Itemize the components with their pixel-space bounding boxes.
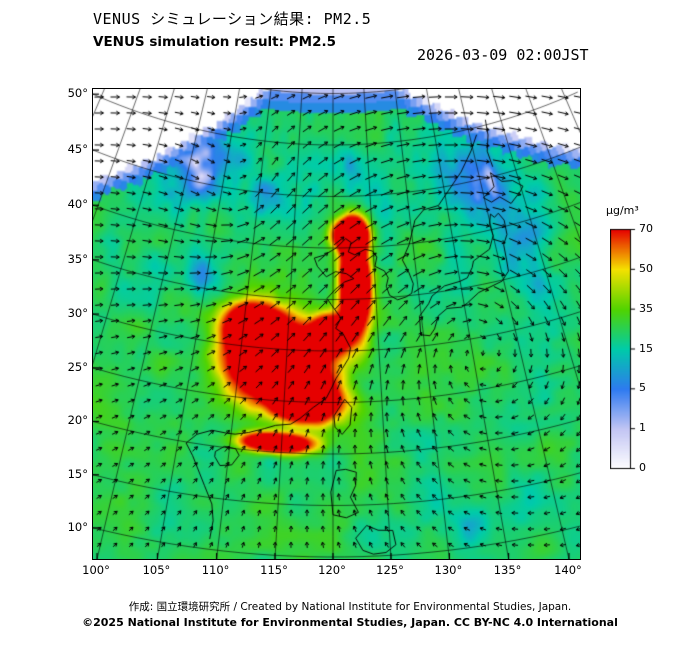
lat-tick-label: 20° — [67, 413, 88, 428]
lon-tick-label: 135° — [493, 563, 522, 577]
lon-tick-label: 110° — [201, 563, 230, 577]
map-canvas — [92, 88, 581, 560]
lon-tick-label: 125° — [376, 563, 404, 577]
timestamp: 2026-03-09 02:00JST — [417, 46, 589, 64]
lon-tick-label: 120° — [318, 563, 346, 577]
lat-tick-label: 45° — [67, 142, 88, 157]
colorbar-tick-label: 1 — [639, 421, 646, 435]
license-line: ©2025 National Institute for Environment… — [82, 616, 618, 629]
lon-tick-label: 130° — [434, 563, 463, 577]
lon-tick-label: 140° — [554, 563, 582, 577]
colorbar-canvas — [610, 226, 640, 472]
lat-tick-label: 15° — [67, 466, 88, 481]
title-jp: VENUS シミュレーション結果: PM2.5 — [93, 10, 372, 28]
colorbar-tick-label: 0 — [639, 461, 646, 474]
lat-tick-label: 10° — [67, 519, 88, 534]
colorbar-tick-label: 70 — [639, 222, 653, 235]
lat-tick-label: 50° — [67, 86, 88, 101]
lat-tick-label: 35° — [67, 251, 88, 266]
lon-tick-label: 100° — [82, 563, 110, 577]
colorbar-tick-label: 35 — [639, 301, 653, 315]
lat-tick-label: 40° — [67, 197, 88, 212]
colorbar-unit-label: µg/m³ — [606, 204, 639, 217]
lat-tick-label: 25° — [67, 359, 88, 374]
colorbar-tick-label: 5 — [639, 381, 646, 395]
lon-tick-label: 115° — [260, 563, 288, 577]
title-en: VENUS simulation result: PM2.5 — [93, 34, 336, 50]
colorbar-tick-label: 50 — [639, 261, 653, 275]
colorbar-tick-label: 15 — [639, 341, 653, 355]
credit-line: 作成: 国立環境研究所 / Created by National Instit… — [128, 601, 572, 613]
lat-tick-label: 30° — [67, 306, 88, 321]
lon-tick-label: 105° — [142, 563, 171, 577]
